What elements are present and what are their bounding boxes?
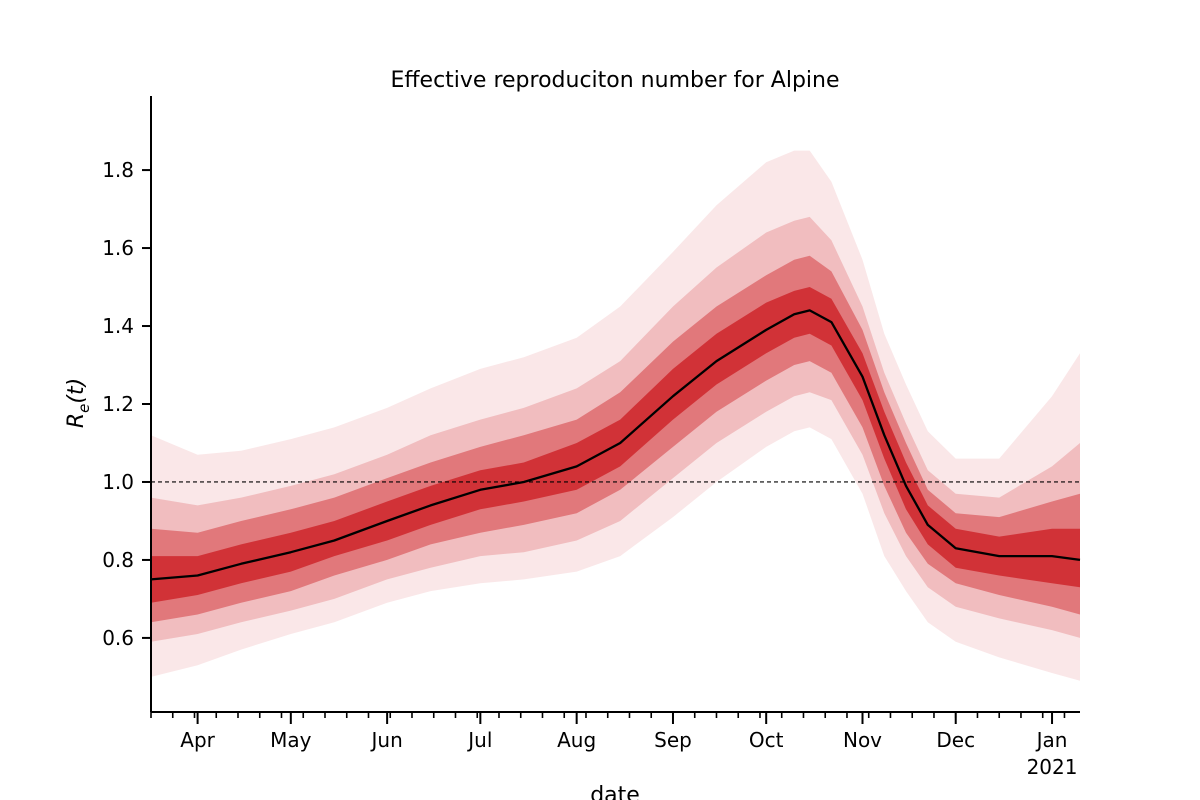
x-tick-label: Jan bbox=[1035, 728, 1068, 752]
y-tick-label: 0.8 bbox=[102, 548, 134, 572]
credible-bands bbox=[151, 150, 1080, 681]
axes: 0.6 0.8 1.0 1.2 1.4 1.6 1.8 Apr May Jun Jul Aug Sep… bbox=[102, 96, 1080, 779]
x-tick-label: Jun bbox=[370, 728, 403, 752]
y-ticks: 0.6 0.8 1.0 1.2 1.4 1.6 1.8 bbox=[102, 158, 151, 650]
x-tick-sublabel: 2021 bbox=[1027, 755, 1078, 779]
x-tick-label: Oct bbox=[749, 728, 784, 752]
y-axis-label-main: R bbox=[64, 413, 89, 428]
median-line bbox=[150, 309, 1081, 581]
y-tick-label: 0.6 bbox=[102, 626, 134, 650]
x-tick-label: Sep bbox=[654, 728, 692, 752]
y-axis-label: Re(t) bbox=[64, 378, 93, 428]
y-tick-label: 1.4 bbox=[102, 314, 134, 338]
x-ticks: Apr May Jun Jul Aug Sep Oct Nov Dec Jan 2021 bbox=[150, 712, 1078, 779]
x-axis-label: date bbox=[590, 783, 640, 800]
x-tick-label: Jul bbox=[466, 728, 492, 752]
y-axis-label-tail: (t) bbox=[64, 378, 89, 404]
y-axis-label-sub: e bbox=[75, 404, 93, 413]
x-tick-label: Aug bbox=[557, 728, 596, 752]
band-98pct bbox=[151, 150, 1080, 681]
x-tick-label: Dec bbox=[936, 728, 975, 752]
y-tick-label: 1.8 bbox=[102, 158, 134, 182]
x-tick-label: Nov bbox=[843, 728, 882, 752]
y-tick-label: 1.0 bbox=[102, 470, 134, 494]
y-tick-label: 1.6 bbox=[102, 236, 134, 260]
y-tick-label: 1.2 bbox=[102, 392, 134, 416]
chart-title: Effective reproduciton number for Alpine bbox=[390, 68, 839, 93]
x-tick-label: Apr bbox=[180, 728, 215, 752]
x-tick-label: May bbox=[270, 728, 312, 752]
